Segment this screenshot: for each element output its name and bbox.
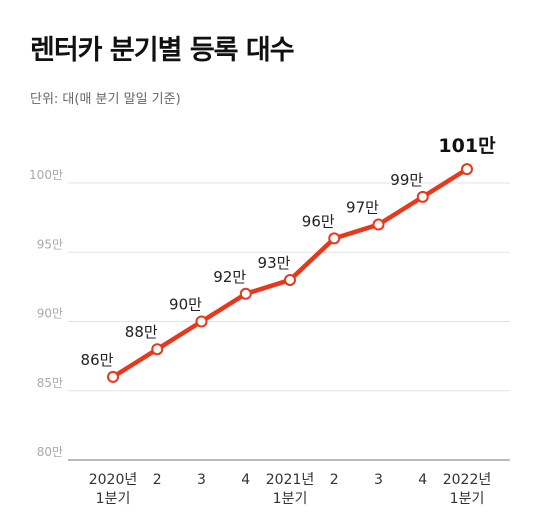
x-tick-label: 2 [153, 472, 162, 488]
x-tick-label: 4 [418, 472, 427, 488]
data-point [284, 273, 296, 286]
x-tick-label: 3 [374, 472, 383, 488]
unit-note: 단위: 대(매 분기 말일 기준) [30, 92, 181, 107]
data-point [195, 315, 208, 328]
chart-title: 렌터카 분기별 등록 대수 [30, 35, 295, 66]
data-point [461, 163, 473, 176]
y-tick-label: 85만 [37, 376, 63, 390]
x-tick-label: 1분기 [450, 491, 485, 507]
data-point [151, 343, 164, 356]
y-tick-label: 80만 [37, 445, 63, 459]
data-point [372, 218, 385, 231]
x-tick-label: 3 [197, 472, 206, 488]
x-tick-label: 1분기 [273, 491, 308, 507]
data-point [416, 190, 429, 203]
x-tick-label: 2020년 [89, 472, 138, 488]
data-point [328, 232, 341, 245]
y-tick-label: 95만 [37, 237, 63, 251]
x-tick-label: 2021년 [266, 472, 315, 488]
data-label: 90만 [169, 296, 202, 314]
data-label: 99만 [390, 171, 423, 189]
y-tick-label: 90만 [37, 307, 63, 321]
data-label: 101만 [438, 135, 496, 157]
data-label: 92만 [213, 268, 246, 286]
data-label: 96만 [302, 212, 335, 230]
series-line [110, 166, 470, 380]
data-label: 88만 [125, 323, 158, 341]
x-tick-label: 2022년 [443, 472, 492, 488]
x-tick-label: 1분기 [96, 491, 131, 507]
data-label: 93만 [258, 254, 291, 272]
x-tick-label: 2 [330, 472, 339, 488]
data-point [239, 287, 252, 300]
data-point [107, 370, 119, 383]
data-label: 86만 [81, 351, 114, 369]
x-tick-label: 4 [241, 472, 250, 488]
y-tick-label: 100만 [29, 168, 63, 182]
data-label: 97만 [346, 199, 379, 217]
